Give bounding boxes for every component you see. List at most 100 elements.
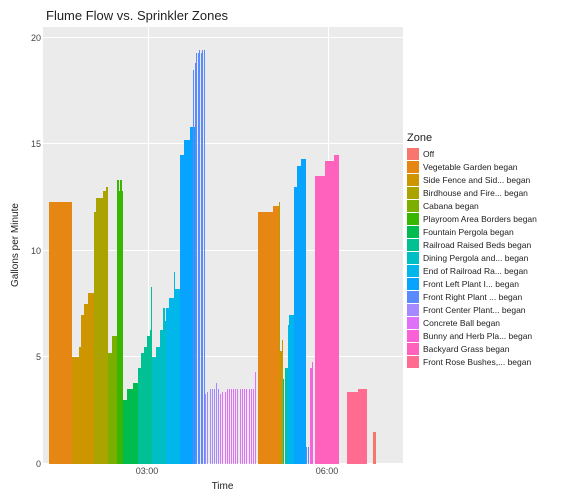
legend-swatch-icon [407,239,419,251]
bar [242,389,243,464]
legend-title: Zone [407,132,571,144]
legend-label: Bunny and Herb Pla... began [423,331,532,341]
x-tick-label: 03:00 [136,466,159,476]
legend-item: Cabana began [407,200,571,212]
bar [117,180,119,464]
bar [312,362,314,464]
bar [220,394,221,464]
bar [373,432,376,464]
legend-item: Railroad Raised Beds began [407,239,571,251]
legend-swatch-icon [407,330,419,342]
legend-swatch-icon [407,317,419,329]
bar [49,202,72,464]
legend-swatch-icon [407,265,419,277]
legend-item: Birdhouse and Fire... began [407,187,571,199]
legend-item: Backyard Grass began [407,343,571,355]
legend-swatch-icon [407,187,419,199]
legend-label: Playroom Area Borders began [423,214,537,224]
x-tick-label: 06:00 [316,466,339,476]
bar [72,357,80,464]
legend-label: Cabana began [423,201,479,211]
x-axis: Time 03:00 06:00 [42,464,403,492]
y-tick-label: 0 [36,459,41,469]
legend-label: Concrete Ball began [423,318,500,328]
bar [225,392,226,464]
bar [334,155,339,464]
plot-panel [43,27,403,464]
bar [210,389,211,464]
legend-label: Off [423,149,434,159]
legend-label: Backyard Grass began [423,344,509,354]
bar [255,372,256,464]
bar [227,389,228,464]
legend-swatch-icon [407,174,419,186]
legend-item: Front Center Plant... began [407,304,571,316]
legend-items: Off Vegetable Garden began Side Fence and … [407,148,571,369]
legend-label: Front Right Plant ... began [423,292,522,302]
legend-label: Birdhouse and Fire... began [423,188,528,198]
legend-swatch-icon [407,343,419,355]
legend-label: Front Center Plant... began [423,305,526,315]
legend-item: Dining Pergola and... began [407,252,571,264]
legend-label: Front Rose Bushes,... began [423,357,531,367]
bar [249,389,250,464]
bar [222,392,223,464]
bar [358,389,367,464]
bar [207,392,208,464]
bar [308,447,309,464]
bar [233,389,234,464]
bar [246,389,247,464]
bar [255,387,256,464]
bar [218,389,219,464]
legend-label: End of Railroad Ra... began [423,266,528,276]
y-tick-label: 20 [31,33,41,43]
legend-label: Front Left Plant I... began [423,279,519,289]
bar [237,389,238,464]
y-tick-label: 15 [31,139,41,149]
bar [315,176,325,464]
bar [258,212,273,464]
bar [244,389,245,464]
chart-title: Flume Flow vs. Sprinkler Zones [8,8,403,27]
legend-item: End of Railroad Ra... began [407,265,571,277]
bar [214,389,215,464]
legend-label: Side Fence and Sid... began [423,175,530,185]
gridline-h [43,143,403,144]
y-axis-ticks: 05101520 [23,27,43,464]
chart-container: Flume Flow vs. Sprinkler Zones Gallons p… [0,0,575,500]
legend-swatch-icon [407,161,419,173]
legend-item: Front Rose Bushes,... began [407,356,571,368]
bar [235,389,236,464]
legend-label: Railroad Raised Beds began [423,240,531,250]
legend-swatch-icon [407,200,419,212]
legend-swatch-icon [407,148,419,160]
legend-swatch-icon [407,278,419,290]
bar [212,389,213,464]
bar [240,389,241,464]
legend-item: Concrete Ball began [407,317,571,329]
legend-item: Vegetable Garden began [407,161,571,173]
legend-label: Dining Pergola and... began [423,253,528,263]
legend: Zone Off Vegetable Garden began Side Fence… [403,8,571,492]
plot-area: Gallons per Minute 05101520 [8,27,403,464]
bar [251,389,252,464]
legend-item: Side Fence and Sid... began [407,174,571,186]
legend-label: Fountain Pergola began [423,227,514,237]
legend-label: Vegetable Garden began [423,162,518,172]
legend-item: Off [407,148,571,160]
bar [325,161,334,464]
legend-swatch-icon [407,226,419,238]
legend-swatch-icon [407,252,419,264]
x-axis-label: Time [212,481,234,492]
y-tick-label: 5 [36,352,41,362]
bar [301,159,306,464]
legend-item: Playroom Area Borders began [407,213,571,225]
bar [229,389,230,464]
y-axis-label: Gallons per Minute [8,27,23,464]
legend-swatch-icon [407,304,419,316]
legend-item: Front Right Plant ... began [407,291,571,303]
legend-item: Bunny and Herb Pla... began [407,330,571,342]
legend-item: Fountain Pergola began [407,226,571,238]
bar [163,308,165,464]
bar [205,394,206,464]
